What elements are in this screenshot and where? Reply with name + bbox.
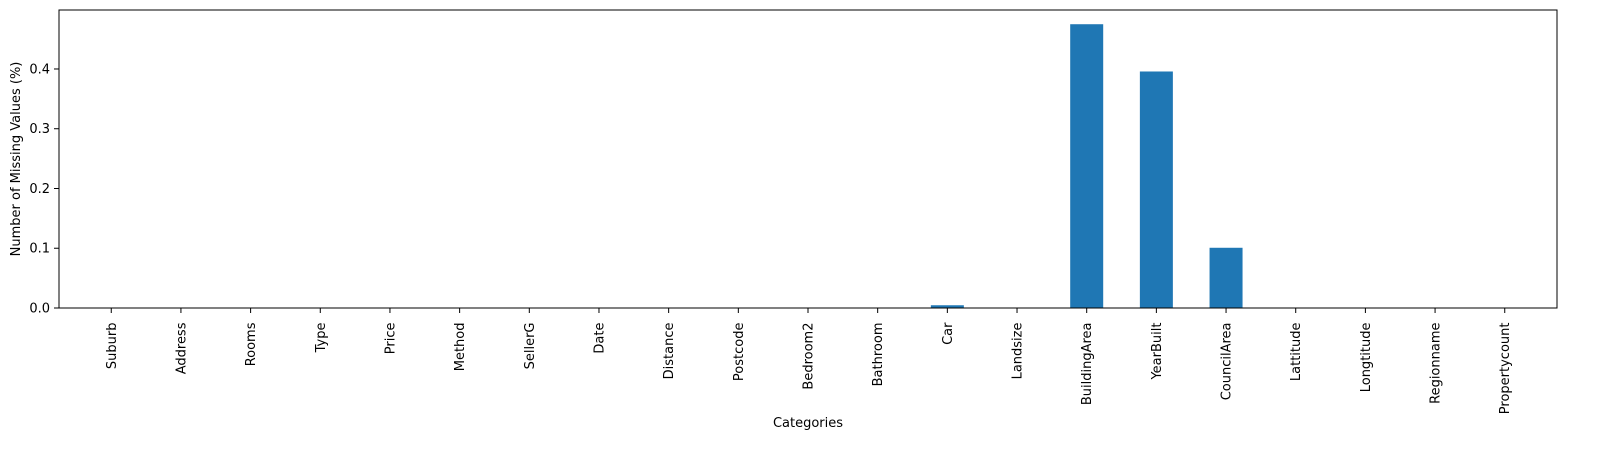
x-tick-label: Bedroom2 [802,323,817,390]
y-tick-label: 0.1 [29,242,50,257]
y-tick-label: 0.0 [29,302,50,317]
y-axis-label: Number of Missing Values (%) [9,62,24,257]
x-tick-label: Longtitude [1359,323,1374,393]
axes-layer [58,9,1558,309]
x-tick-label: Postcode [732,323,747,382]
x-tick-label: BuildingArea [1080,323,1095,406]
x-tick-label: Lattitude [1289,323,1304,382]
x-tick-label: Date [592,323,607,354]
x-tick-label: Address [174,322,189,374]
y-tick-label: 0.3 [29,122,50,137]
x-tick-label: Type [314,322,329,353]
y-tick-label: 0.2 [29,182,50,197]
x-tick-label: Distance [662,322,677,379]
x-axis: Suburb Address Rooms Type Price Method SellerG… [105,308,1513,414]
x-tick-label: SellerG [523,323,538,370]
x-tick-label: CouncilArea [1220,323,1235,401]
y-tick-label: 0.4 [29,62,50,77]
x-tick-label: Rooms [244,322,259,366]
x-tick-label: Method [453,323,468,372]
x-tick-label: Regionname [1429,323,1444,404]
bar-yearbuilt [1139,71,1173,309]
x-axis-label: Categories [773,416,843,431]
bar-councilarea [1209,247,1243,308]
bar-car [930,305,964,308]
x-tick-label: Suburb [105,323,120,370]
y-axis: 0.0 0.1 0.2 0.3 0.4 [29,62,59,317]
x-tick-label: Propertycount [1498,323,1513,415]
bar-buildingarea [1070,24,1104,308]
x-tick-label: Bathroom [871,323,886,387]
plot-frame [58,9,1558,309]
bars-layer [930,24,1243,309]
x-tick-label: Price [383,323,398,355]
x-tick-label: Landsize [1011,322,1026,379]
x-tick-label: Car [941,322,956,345]
x-tick-label: YearBuilt [1150,323,1165,381]
